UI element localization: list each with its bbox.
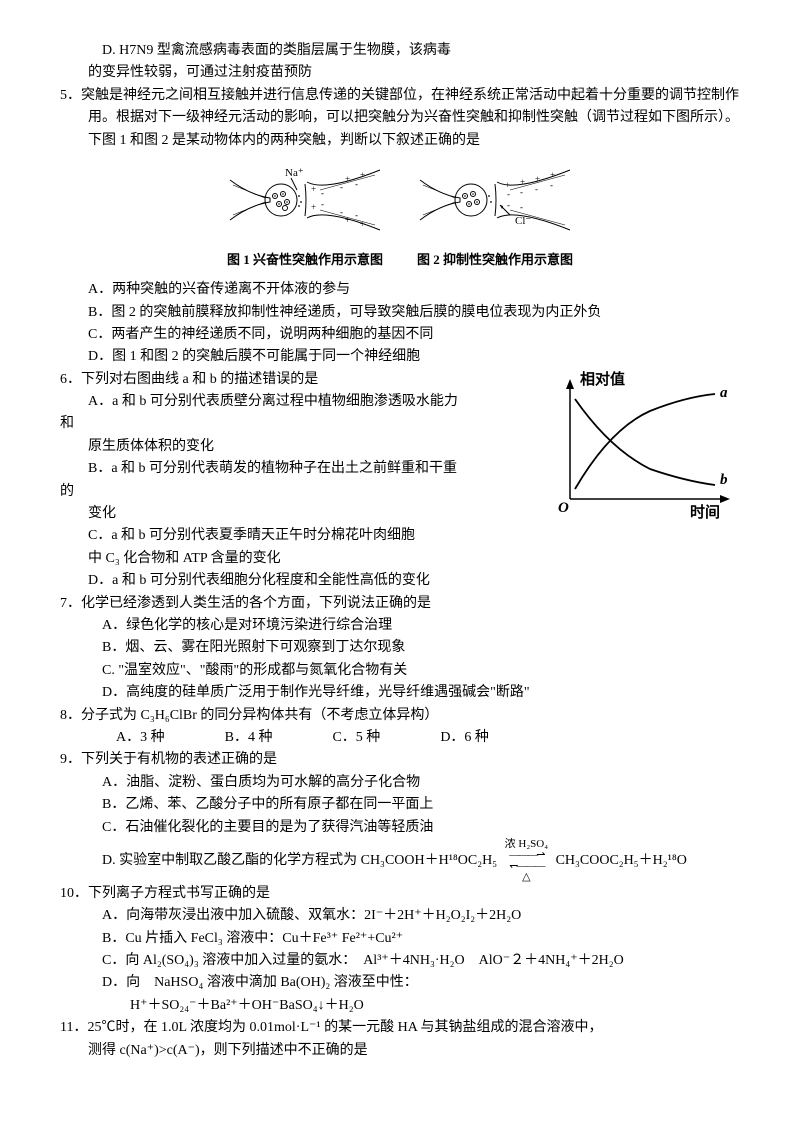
q5-caption-1: 图 1 兴奋性突触作用示意图 (225, 250, 385, 271)
q10-opt-d: D．向 NaHSO₄ 溶液中滴加 Ba(OH)₂ 溶液至中性： (60, 972, 740, 994)
chart-y-label: 相对值 (580, 370, 625, 388)
svg-text:-: - (535, 184, 538, 194)
svg-text:-: - (321, 188, 324, 198)
svg-text:-: - (355, 179, 358, 189)
svg-text:-: - (520, 202, 523, 212)
chart-curve-a: a (720, 385, 728, 401)
q5-caption-2: 图 2 抑制性突触作用示意图 (415, 250, 575, 271)
q8-stem: 8．分子式为 C₃H₆ClBr 的同分异构体共有（不考虑立体异构） (60, 705, 740, 727)
na-label: Na⁺ (285, 167, 304, 179)
q6-chart: 相对值 时间 a b O (550, 369, 740, 548)
q9-stem: 9．下列关于有机物的表述正确的是 (60, 749, 740, 771)
q7-opt-d: D．高纯度的硅单质广泛用于制作光导纤维，光导纤维遇强碱会"断路" (60, 682, 740, 704)
q6-opt-b-3: 变化 (60, 503, 540, 525)
q10-opt-b: B．Cu 片插入 FeCl₃ 溶液中：Cu＋Fe³⁺ Fe²⁺+Cu²⁺ (60, 928, 740, 950)
q6-opt-b-1: B．a 和 b 可分别代表萌发的植物种子在出土之前鲜重和干重 (60, 458, 540, 480)
svg-text:-: - (321, 199, 324, 209)
q7-opt-c: C. "温室效应"、"酸雨"的形成都与氮氧化合物有关 (60, 660, 740, 682)
q7-stem: 7．化学已经渗透到人类生活的各个方面，下列说法正确的是 (60, 593, 740, 615)
q8-options: A．3 种 B．4 种 C．5 种 D．6 种 (60, 727, 740, 749)
q8-opt-b: B．4 种 (225, 727, 273, 749)
svg-text:+: + (360, 170, 365, 180)
svg-text:+: + (550, 170, 555, 180)
svg-text:+: + (535, 174, 540, 184)
q5-opt-b: B．图 2 的突触前膜释放抑制性神经递质，可导致突触后膜的膜电位表现为内正外负 (60, 302, 740, 324)
svg-text:-: - (340, 182, 343, 192)
q5-opt-a: A．两种突触的兴奋传递离不开体液的参与 (60, 279, 740, 301)
q9-opt-b: B．乙烯、苯、乙酸分子中的所有原子都在同一平面上 (60, 794, 740, 816)
q6-opt-c: C．a 和 b 可分别代表夏季晴天正午时分棉花叶肉细胞 (60, 525, 540, 547)
q5-stem: 5．突触是神经元之间相互接触并进行信息传递的关键部位，在神经系统正常活动中起着十… (60, 85, 740, 152)
q9-opt-c: C．石油催化裂化的主要目的是为了获得汽油等轻质油 (60, 817, 740, 839)
q10-opt-c: C．向 Al₂(SO₄)₃ 溶液中加入过量的氨水： Al³⁺＋4NH₃·H₂O … (60, 950, 740, 972)
q4-opt-d: D. H7N9 型禽流感病毒表面的类脂层属于生物膜，该病毒 (60, 40, 740, 62)
svg-text:+: + (520, 177, 525, 187)
svg-text:+: + (345, 174, 350, 184)
synapse-diagram-1: Na⁺ ++ -- -- -- ++ ++ (225, 160, 385, 240)
cl-label: Cl⁻ (515, 215, 531, 227)
q7-opt-b: B．烟、云、雾在阳光照射下可观察到丁达尔现象 (60, 637, 740, 659)
q5-diagram-2: Cl⁻ ++ ++ -- -- -- 图 2 抑制性突触作用示意图 (415, 160, 575, 271)
chart-x-label: 时间 (690, 503, 720, 519)
svg-text:+: + (360, 219, 365, 229)
q6-opt-c-2: 中 C₃ 化合物和 ATP 含量的变化 (60, 548, 740, 570)
svg-text:+: + (345, 215, 350, 225)
q10-stem: 10．下列离子方程式书写正确的是 (60, 883, 740, 905)
q10-opt-d-2: H⁺＋SO₂₄⁻＋Ba²⁺＋OH⁻BaSO₄↓＋H₂O (60, 995, 740, 1017)
q11-stem-2: 测得 c(Na⁺)>c(A⁻)，则下列描述中不正确的是 (60, 1040, 740, 1062)
q7-opt-a: A．绿色化学的核心是对环境污染进行综合治理 (60, 615, 740, 637)
chart-curve-b: b (720, 472, 728, 488)
svg-text:-: - (507, 189, 510, 199)
svg-text:+: + (311, 184, 316, 194)
q10-opt-a: A．向海带灰浸出液中加入硫酸、双氧水：2I⁻＋2H⁺＋H₂O₂I₂＋2H₂O (60, 905, 740, 927)
q8-opt-c: C．5 种 (332, 727, 380, 749)
q6-opt-b-2: 的 (60, 481, 540, 503)
svg-text:-: - (355, 210, 358, 220)
q6-opt-d: D．a 和 b 可分别代表细胞分化程度和全能性高低的变化 (60, 570, 740, 592)
q8-opt-d: D．6 种 (440, 727, 489, 749)
q8-opt-a: A．3 种 (116, 727, 165, 749)
q5-opt-c: C．两者产生的神经递质不同，说明两种细胞的基因不同 (60, 324, 740, 346)
q9-opt-a: A．油脂、淀粉、蛋白质均为可水解的高分子化合物 (60, 772, 740, 794)
svg-text:O: O (558, 500, 569, 516)
q6-opt-a-2: 和 (60, 413, 540, 435)
synapse-diagram-2: Cl⁻ ++ ++ -- -- -- (415, 160, 575, 240)
q6-opt-a-3: 原生质体体积的变化 (60, 436, 540, 458)
svg-text:-: - (340, 207, 343, 217)
q5-opt-d: D．图 1 和图 2 的突触后膜不可能属于同一个神经细胞 (60, 346, 740, 368)
q9-opt-d: D. 实验室中制取乙酸乙酯的化学方程式为 CH₃COOH＋H¹⁸OC₂H₅ 浓 … (60, 839, 740, 883)
q5-diagram-1: Na⁺ ++ -- -- -- ++ ++ 图 1 兴奋性突触作用示意图 (225, 160, 385, 271)
q4-opt-d-cont: 的变异性较弱，可通过注射疫苗预防 (60, 62, 740, 84)
q6-stem: 6．下列对右图曲线 a 和 b 的描述错误的是 (60, 369, 540, 391)
svg-text:+: + (311, 202, 316, 212)
svg-text:-: - (550, 180, 553, 190)
svg-text:-: - (520, 187, 523, 197)
q5-diagrams: Na⁺ ++ -- -- -- ++ ++ 图 1 兴奋性突触作用示意图 (60, 160, 740, 271)
q11-stem-1: 11．25℃时，在 1.0L 浓度均为 0.01mol·L⁻¹ 的某一元酸 HA… (60, 1017, 740, 1039)
svg-text:-: - (507, 200, 510, 210)
q6-opt-a-1: A．a 和 b 可分别代表质壁分离过程中植物细胞渗透吸水能力 (60, 391, 540, 413)
